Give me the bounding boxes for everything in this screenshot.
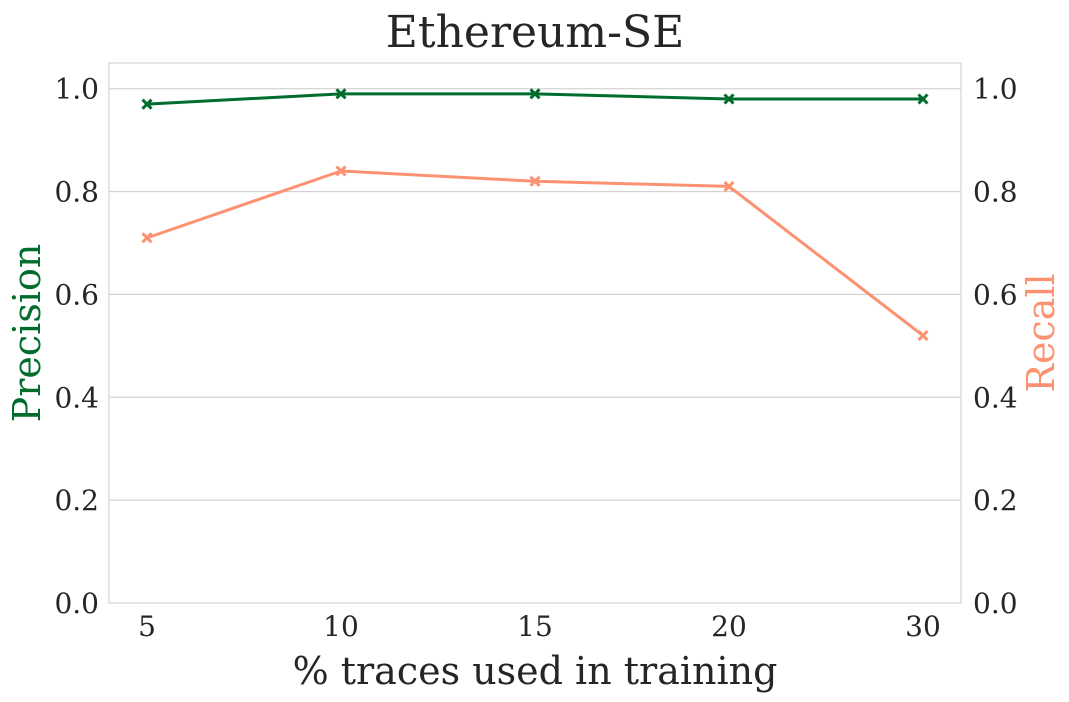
y-tick-label-right: 0.0	[973, 587, 1018, 620]
series-precision	[141, 88, 929, 110]
data-point-marker	[917, 93, 929, 105]
y-tick-label-right: 0.4	[973, 381, 1018, 414]
y-tick-label-right: 0.8	[973, 176, 1018, 209]
data-point-marker	[529, 175, 541, 187]
y-tick-label-left: 0.8	[54, 176, 99, 209]
x-tick-label: 10	[323, 610, 359, 643]
chart-title: Ethereum-SE	[386, 7, 684, 58]
data-point-marker	[723, 180, 735, 192]
x-axis-label: % traces used in training	[293, 649, 778, 693]
grid-lines	[109, 88, 961, 604]
data-point-marker	[529, 88, 541, 100]
series-recall	[141, 165, 929, 342]
series-layer	[141, 88, 929, 342]
y-tick-label-left: 0.6	[54, 278, 99, 311]
y-tick-label-left: 1.0	[54, 73, 99, 106]
x-tick-label: 15	[517, 610, 553, 643]
y-tick-label-right: 0.6	[973, 278, 1018, 311]
x-tick-label: 20	[711, 610, 747, 643]
data-point-marker	[141, 98, 153, 110]
tick-labels: 0.0 0.0 0.2 0.2 0.4 0.4 0.6 0.6 0.8 0.8 1.0 1.0 5 10 1…	[54, 73, 1017, 643]
y-axis-label-left: Precision	[5, 244, 49, 423]
y-tick-label-right: 1.0	[973, 73, 1018, 106]
data-point-marker	[335, 165, 347, 177]
y-tick-label-left: 0.4	[54, 381, 99, 414]
x-tick-label: 30	[905, 610, 941, 643]
data-point-marker	[723, 93, 735, 105]
y-axis-label-right: Recall	[1019, 273, 1063, 392]
x-tick-label: 5	[138, 610, 156, 643]
data-point-marker	[141, 232, 153, 244]
data-point-marker	[335, 88, 347, 100]
series-line	[146, 169, 924, 337]
y-tick-label-left: 0.0	[54, 587, 99, 620]
y-tick-label-left: 0.2	[54, 484, 99, 517]
data-point-marker	[917, 330, 929, 342]
y-tick-label-right: 0.2	[973, 484, 1018, 517]
plot-frame	[108, 62, 962, 604]
